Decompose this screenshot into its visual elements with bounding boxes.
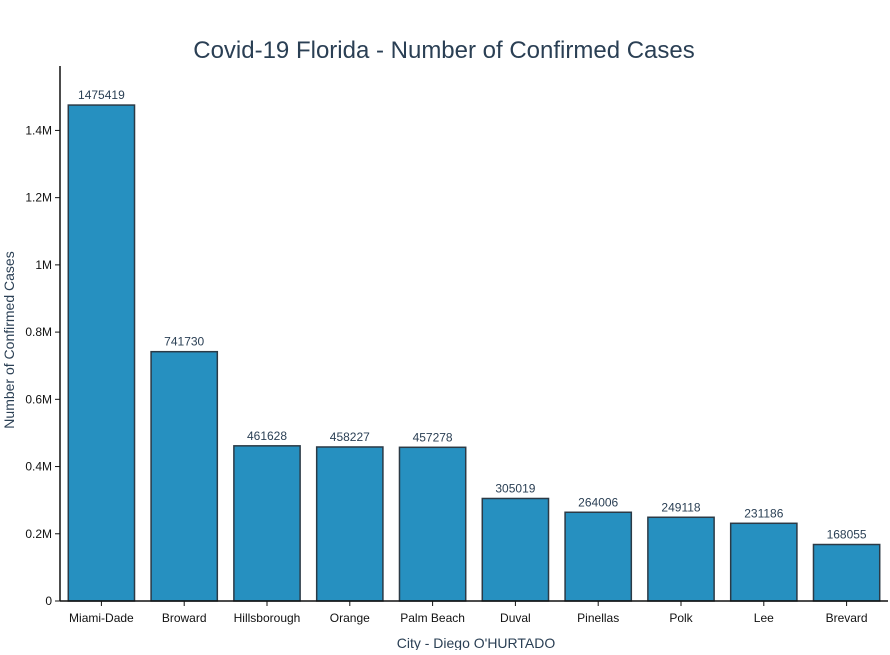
x-tick-label: Duval	[500, 611, 531, 625]
x-tick-label: Broward	[162, 611, 207, 625]
x-tick-label: Miami-Dade	[69, 611, 134, 625]
y-tick-label: 0.4M	[25, 460, 52, 474]
bar-value-label: 458227	[330, 430, 370, 444]
bar	[564, 511, 633, 602]
y-tick-label: 1.4M	[25, 123, 52, 137]
x-tick-label: Hillsborough	[234, 611, 301, 625]
x-axis-label: City - Diego O'HURTADO	[397, 635, 556, 650]
bar-value-label: 264006	[578, 495, 618, 509]
x-tick-label: Lee	[754, 611, 774, 625]
bar	[729, 522, 798, 602]
y-tick-label: 0	[45, 594, 52, 608]
bar	[812, 543, 881, 602]
bar	[647, 516, 715, 602]
bar	[398, 446, 467, 602]
x-tick-label: Polk	[669, 611, 693, 625]
bar	[150, 350, 219, 602]
bars-group	[67, 104, 881, 602]
y-tick-label: 0.2M	[25, 527, 52, 541]
y-tick-label: 0.8M	[25, 325, 52, 339]
x-tick-label: Brevard	[826, 611, 868, 625]
y-axis-label: Number of Confirmed Cases	[1, 251, 17, 428]
bar-value-label: 249118	[661, 500, 700, 514]
bar-value-label: 1475419	[78, 88, 125, 102]
x-tick-label: Palm Beach	[400, 611, 465, 625]
bar-value-label: 305019	[495, 481, 535, 495]
bar	[67, 104, 136, 602]
bar	[315, 446, 384, 602]
y-tick-label: 1.2M	[25, 191, 52, 205]
bar-value-label: 168055	[827, 528, 867, 542]
y-tick-label: 1M	[35, 258, 52, 272]
bar-value-label: 231186	[744, 506, 783, 520]
bar	[233, 445, 301, 602]
y-axis: 0 0.2M 0.4M 0.6M 0.8M 1M 1.2M 1.4M	[25, 66, 61, 608]
x-axis: Miami-Dade Broward Hillsborough Orange Palm …	[60, 600, 888, 625]
bar-value-label: 461628	[247, 429, 287, 443]
chart-title: Covid-19 Florida - Number of Confirmed C…	[193, 37, 695, 64]
x-tick-label: Pinellas	[577, 611, 619, 625]
data-labels-group: 1475419 741730 461628 458227 457278 305019 264…	[78, 88, 867, 541]
x-tick-label: Orange	[330, 611, 370, 625]
bar-value-label: 457278	[413, 430, 453, 444]
bar	[481, 497, 550, 602]
y-tick-label: 0.6M	[25, 392, 52, 406]
bar-value-label: 741730	[164, 335, 204, 349]
